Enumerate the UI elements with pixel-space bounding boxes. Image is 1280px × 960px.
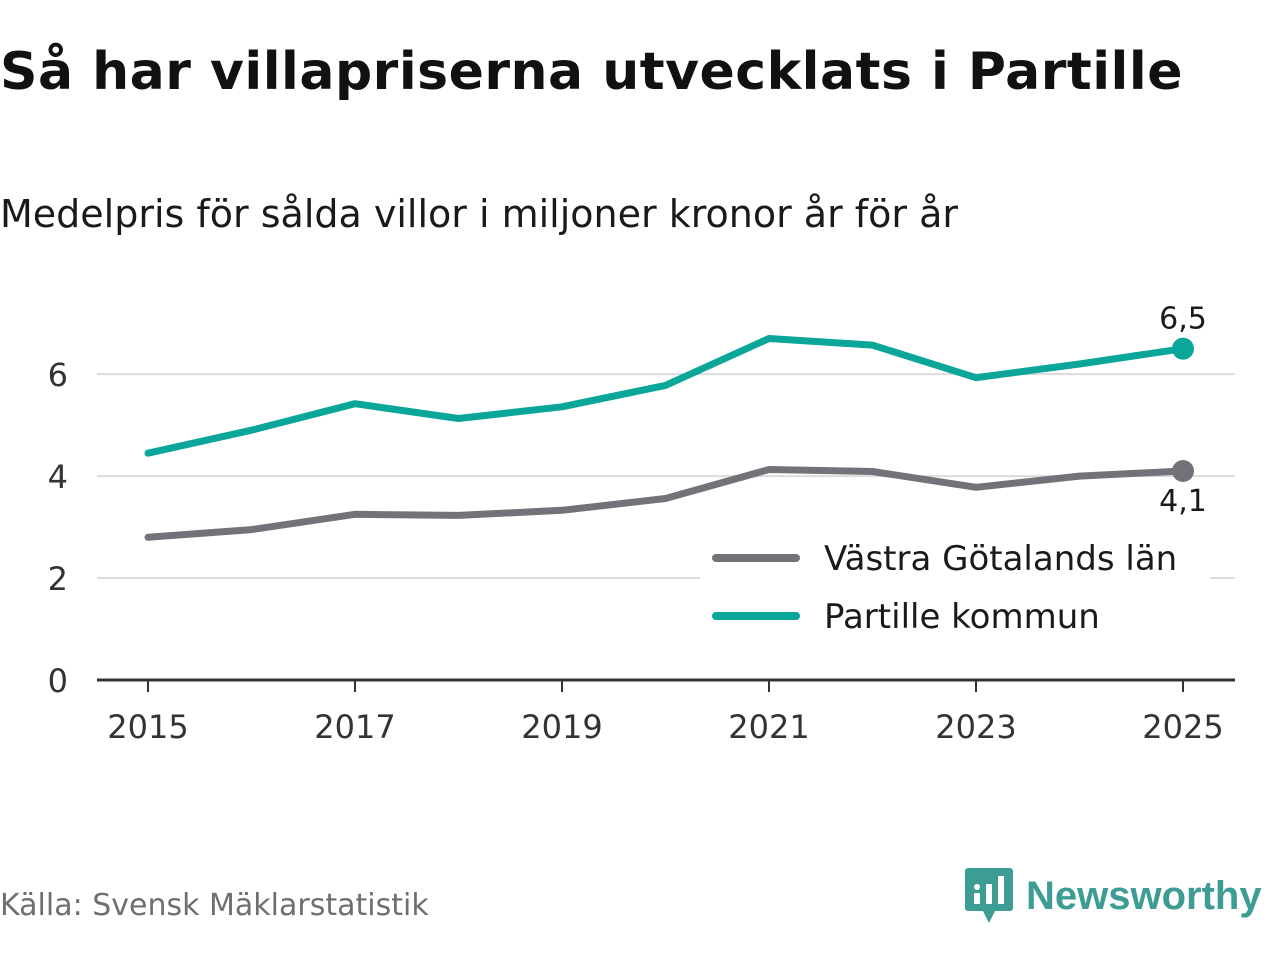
legend-label-0: Västra Götalands län [824, 539, 1177, 579]
y-tick-label-4: 4 [48, 458, 68, 496]
series-end-label-1: 6,5 [1159, 302, 1207, 337]
x-tick-label-2021: 2021 [728, 708, 809, 746]
source-note: Källa: Svensk Mäklarstatistik [0, 888, 429, 923]
x-tick-label-2025: 2025 [1142, 708, 1223, 746]
y-tick-label-6: 6 [48, 356, 68, 394]
y-tick-label-2: 2 [48, 560, 68, 598]
chart-subtitle: Medelpris för sålda villor i miljoner kr… [0, 192, 959, 236]
legend: Västra Götalands län Partille kommun [700, 530, 1210, 648]
legend-background [700, 530, 1210, 648]
series-end-label-0: 4,1 [1159, 484, 1207, 519]
x-tick-label-2017: 2017 [314, 708, 395, 746]
brand-logo[interactable]: Newsworthy [964, 866, 1262, 926]
brand-name: Newsworthy [1026, 873, 1262, 918]
x-tick-label-2023: 2023 [935, 708, 1016, 746]
chart-title: Så har villapriserna utvecklats i Partil… [0, 42, 1183, 102]
series-line-1 [144, 335, 1187, 457]
series-end-marker-1 [1172, 337, 1194, 360]
legend-label-1: Partille kommun [824, 597, 1100, 637]
series-line-0 [144, 466, 1187, 541]
y-tick-label-0: 0 [48, 662, 68, 700]
series-lines [144, 335, 1194, 541]
data-labels: 4,1 6,5 [1159, 302, 1207, 519]
x-tick-label-2015: 2015 [107, 708, 188, 746]
newsworthy-logo-icon [965, 868, 1013, 923]
series-end-marker-0 [1172, 460, 1194, 483]
x-tick-label-2019: 2019 [521, 708, 602, 746]
axes: 0 2 4 6 2015 2017 2019 2021 2023 2025 [48, 356, 1235, 746]
